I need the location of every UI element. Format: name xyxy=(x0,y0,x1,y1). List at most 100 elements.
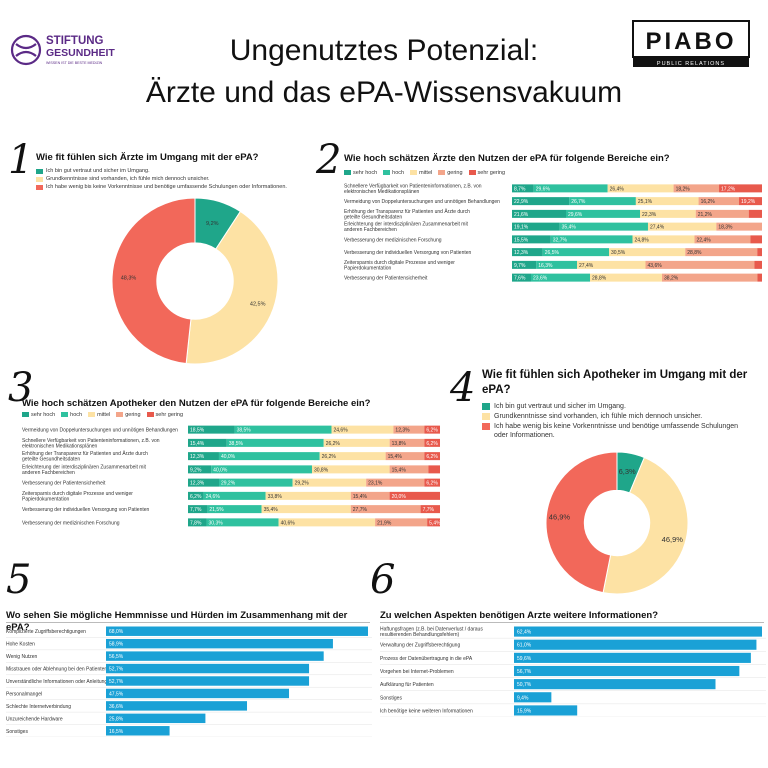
segment-label: 22,4% xyxy=(697,237,712,243)
bar-segment xyxy=(719,184,762,193)
chart-title: Wo sehen Sie mögliche Hemmnisse und Hürd… xyxy=(6,610,348,633)
bar-segment xyxy=(331,425,394,434)
bar-segment xyxy=(218,452,320,461)
segment-label: 6,2% xyxy=(190,494,202,500)
segment-label: 30,5% xyxy=(611,250,626,256)
segment-label: 43,6% xyxy=(648,263,663,269)
pie-slice xyxy=(185,210,279,365)
category-label: Haftungsfragen (z.B. bei Datenverlust / … xyxy=(380,627,483,639)
segment-label: 9,2% xyxy=(190,467,202,473)
bar-value-label: 68,0% xyxy=(109,629,124,635)
bar-segment xyxy=(265,491,351,500)
piabo-logo: PIABO PUBLIC RELATIONS xyxy=(632,20,750,67)
legend-item: hoch xyxy=(383,170,404,176)
segment-label: 24,6% xyxy=(206,494,221,500)
bar-segment xyxy=(366,478,425,487)
pie-slice xyxy=(545,451,618,594)
bar-segment xyxy=(188,518,207,527)
segment-label: 15,4% xyxy=(190,441,205,447)
segment-label: 35,4% xyxy=(264,507,279,513)
category-label: Zeitersparnis durch digitale Prozesse un… xyxy=(344,260,455,272)
segment-label: 26,4% xyxy=(610,186,625,192)
category-label: Unzureichende Hardware xyxy=(6,716,63,722)
segment-label: 22,3% xyxy=(642,212,657,218)
bar-segment xyxy=(640,209,696,218)
legend-item: Ich bin gut vertraut und sicher im Umgan… xyxy=(482,402,752,411)
bar-segment xyxy=(512,248,543,257)
bar-segment xyxy=(569,197,636,206)
legend-item: gering xyxy=(116,412,141,418)
bar-segment xyxy=(566,209,640,218)
bar-value-label: 36,6% xyxy=(109,704,124,710)
segment-label: 28,8% xyxy=(592,276,607,282)
category-label: Komplizierte Zugriffsberechtigungen xyxy=(6,629,86,635)
bar-segment xyxy=(673,184,720,193)
category-label: Zeitersparnis durch digitale Prozesse un… xyxy=(22,491,133,503)
bar-segment xyxy=(206,518,279,527)
category-label: Unverständliche Informationen oder Anlei… xyxy=(6,679,113,685)
bar xyxy=(106,676,310,686)
bar-segment xyxy=(424,478,440,487)
category-label: Wenig Nutzen xyxy=(6,654,38,660)
bar-segment xyxy=(389,438,425,447)
bar-segment xyxy=(234,425,332,434)
logo-piabo-name: PIABO xyxy=(645,28,736,55)
segment-label: 26,5% xyxy=(545,250,560,256)
segment-label: 20,0% xyxy=(392,494,407,500)
segment-label: 12,3% xyxy=(190,481,205,487)
legend-item: mittel xyxy=(88,412,110,418)
segment-label: 9,7% xyxy=(514,263,526,269)
category-label: Sonstiges xyxy=(6,729,28,735)
stacked-legend: sehr hoch hoch mittel gering sehr gering xyxy=(344,170,511,177)
legend-item: sehr hoch xyxy=(22,412,55,418)
bar-segment xyxy=(512,222,560,231)
panel-number: 4 xyxy=(450,365,476,411)
bar-segment xyxy=(375,518,428,527)
segment-label: 27,4% xyxy=(650,225,665,231)
bar-segment xyxy=(350,505,421,514)
bar-segment xyxy=(203,491,266,500)
bar-segment xyxy=(607,184,674,193)
segment-label: 29,6% xyxy=(536,186,551,192)
bar-segment xyxy=(531,273,590,282)
bar-segment xyxy=(577,260,646,269)
bar-value-label: 15,9% xyxy=(517,708,532,714)
bar-segment xyxy=(559,222,648,231)
bar-segment xyxy=(188,438,227,447)
segment-label: 21,5% xyxy=(209,507,224,513)
legend-item: Ich habe wenig bis keine Vorkenntnisse u… xyxy=(36,184,306,191)
bar-segment xyxy=(685,248,758,257)
bar-value-label: 56,7% xyxy=(517,669,532,675)
bar-segment xyxy=(754,260,762,269)
bar-value-label: 16,5% xyxy=(109,729,124,735)
category-label: Personalmangel xyxy=(6,691,42,697)
bar-chart-5: Komplizierte Zugriffsberechtigungen 68,0%… xyxy=(6,626,372,737)
bar-segment xyxy=(261,505,351,514)
segment-label: 19,2% xyxy=(741,199,756,205)
segment-label: 15,5% xyxy=(514,237,529,243)
segment-label: 26,2% xyxy=(326,441,341,447)
bar-segment xyxy=(694,235,751,244)
category-label: Schnellere Verfügbarkeit von Patientenin… xyxy=(344,183,482,195)
bar-segment xyxy=(750,235,762,244)
bar-segment xyxy=(512,209,566,218)
bar-segment xyxy=(211,465,312,474)
category-label: Aufklärung für Patienten xyxy=(380,682,434,688)
page-title: Ungenutztes Potenzial: Ärzte und das ePA… xyxy=(0,30,768,114)
bar-segment xyxy=(757,248,762,257)
bar-segment xyxy=(292,478,367,487)
bar-value-label: 25,8% xyxy=(109,716,124,722)
bar-segment xyxy=(188,452,219,461)
segment-label: 27,7% xyxy=(353,507,368,513)
panel-number: 1 xyxy=(8,137,34,183)
segment-label: 21,6% xyxy=(514,212,529,218)
segment-label: 15,4% xyxy=(388,454,403,460)
panel-number: 5 xyxy=(6,557,32,603)
segment-label: 40,0% xyxy=(213,467,228,473)
pie-slice-label: 48,3% xyxy=(121,275,137,281)
bar-segment xyxy=(645,260,755,269)
bar-segment xyxy=(420,505,440,514)
legend-item: Ich habe wenig bis keine Vorkenntnisse u… xyxy=(482,422,752,440)
pie-slice xyxy=(602,456,689,595)
bar-segment xyxy=(512,260,537,269)
